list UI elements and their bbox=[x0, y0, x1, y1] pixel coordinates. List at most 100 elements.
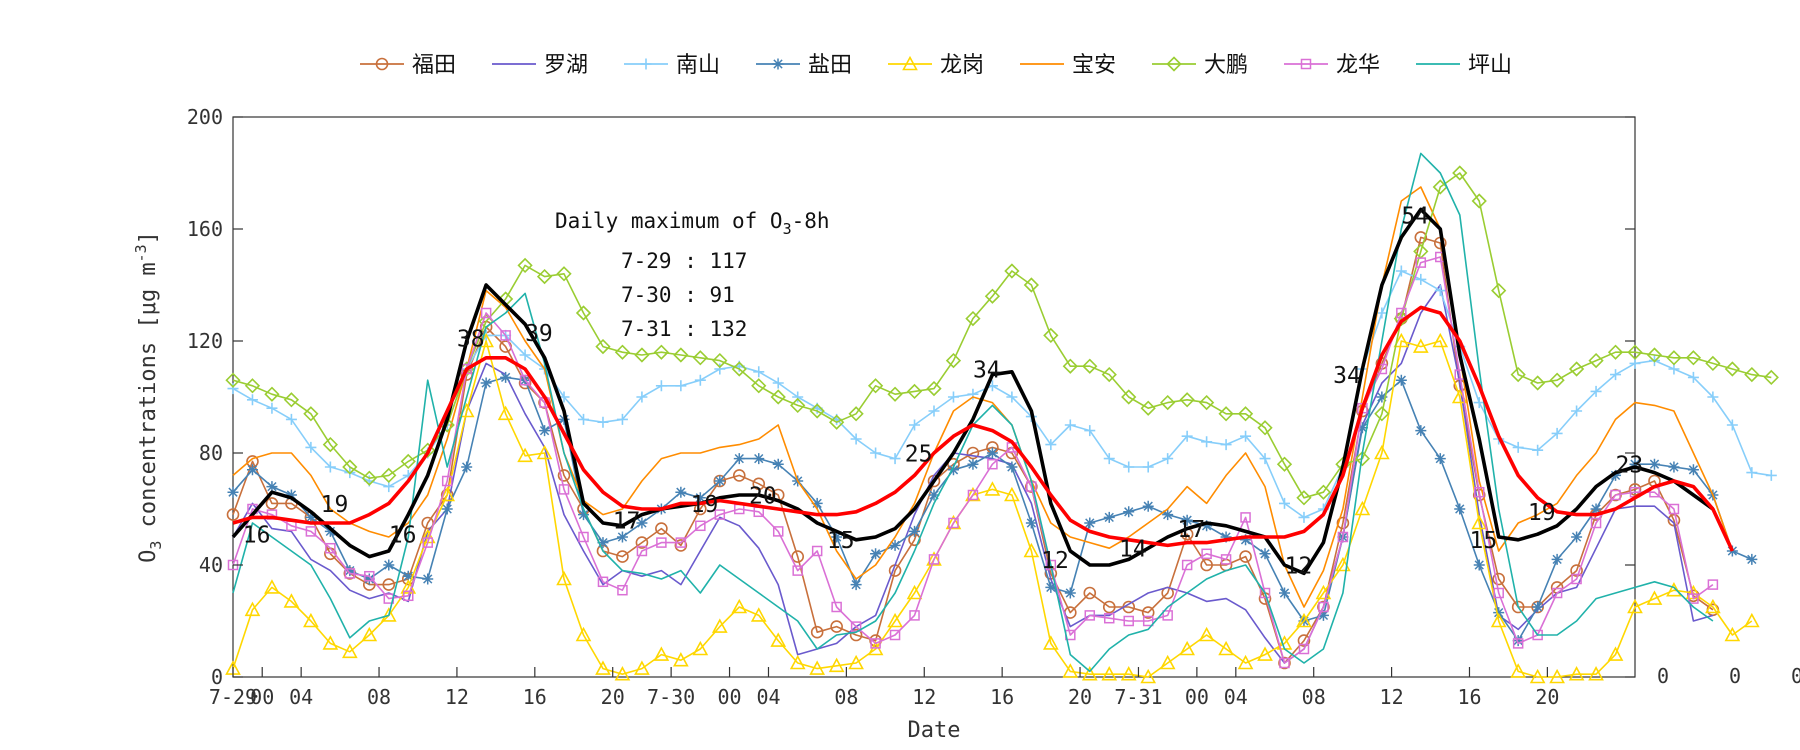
y-tick-label: 40 bbox=[199, 553, 223, 577]
x-tick-label: 7-30 bbox=[647, 685, 695, 709]
data-point bbox=[1588, 666, 1604, 681]
x-tick-label: 16 bbox=[523, 685, 547, 709]
data-point bbox=[1707, 579, 1719, 590]
legend-item: 福田 bbox=[360, 53, 456, 78]
y-tick-label: 120 bbox=[187, 329, 223, 353]
data-point bbox=[695, 520, 706, 532]
data-point bbox=[1473, 397, 1485, 409]
data-point bbox=[575, 626, 592, 642]
data-point bbox=[1257, 420, 1273, 436]
data-point bbox=[1043, 327, 1059, 344]
data-point bbox=[461, 363, 472, 375]
data-point bbox=[731, 361, 747, 377]
data-point bbox=[1529, 668, 1546, 684]
data-point bbox=[1201, 548, 1212, 560]
data-point bbox=[1765, 469, 1777, 481]
data-point bbox=[811, 545, 823, 557]
data-point bbox=[909, 525, 921, 537]
data-point bbox=[1181, 514, 1193, 526]
data-point bbox=[1101, 666, 1118, 681]
data-point bbox=[984, 481, 1001, 496]
data-point bbox=[965, 310, 981, 327]
data-point bbox=[266, 402, 278, 414]
data-point bbox=[305, 526, 317, 537]
peak-label: 25 bbox=[905, 441, 933, 467]
data-point bbox=[1588, 352, 1604, 369]
data-point bbox=[303, 612, 319, 628]
data-point bbox=[1568, 666, 1585, 681]
data-point bbox=[1239, 550, 1252, 563]
data-point bbox=[1336, 516, 1350, 530]
legend-label: 福田 bbox=[412, 53, 456, 78]
data-point bbox=[636, 517, 648, 529]
data-point bbox=[948, 517, 959, 529]
data-point bbox=[1707, 391, 1719, 403]
data-point bbox=[1006, 461, 1018, 473]
data-point bbox=[1549, 372, 1565, 388]
data-point bbox=[1103, 511, 1115, 523]
data-point bbox=[711, 618, 728, 633]
data-point bbox=[558, 484, 570, 495]
legend-marker bbox=[1166, 56, 1182, 72]
data-point bbox=[1298, 511, 1310, 523]
legend-item: 龙华 bbox=[1284, 53, 1380, 78]
data-point bbox=[790, 397, 806, 414]
x-tick-label: 04 bbox=[1224, 685, 1248, 709]
data-point bbox=[1181, 559, 1193, 571]
data-point bbox=[614, 666, 631, 681]
x-tick-label: 00 bbox=[717, 685, 741, 709]
data-point bbox=[519, 349, 531, 361]
data-point bbox=[1590, 517, 1602, 529]
data-point bbox=[1004, 263, 1020, 279]
data-point bbox=[1414, 231, 1428, 244]
data-point bbox=[1473, 559, 1485, 571]
peak-label: 20 bbox=[749, 483, 777, 509]
data-point bbox=[344, 565, 356, 577]
data-point bbox=[809, 403, 825, 419]
data-point bbox=[1646, 590, 1663, 605]
data-point bbox=[1688, 593, 1699, 604]
data-point bbox=[264, 386, 280, 402]
data-point bbox=[1687, 371, 1699, 383]
data-point bbox=[1259, 453, 1271, 465]
data-point bbox=[517, 257, 533, 274]
data-point bbox=[1179, 640, 1195, 656]
data-point bbox=[1610, 369, 1622, 381]
data-point bbox=[244, 601, 261, 617]
data-point bbox=[1179, 392, 1195, 408]
data-point bbox=[887, 386, 903, 402]
data-point bbox=[791, 550, 804, 563]
data-point bbox=[227, 383, 239, 395]
data-point bbox=[1434, 285, 1446, 297]
data-point bbox=[1160, 394, 1176, 411]
data-point bbox=[597, 576, 609, 588]
data-point bbox=[1220, 531, 1232, 543]
data-point bbox=[909, 610, 920, 621]
data-point bbox=[889, 539, 901, 551]
data-point bbox=[850, 579, 862, 591]
peak-label: 34 bbox=[1333, 363, 1361, 389]
data-point bbox=[285, 413, 297, 425]
data-point bbox=[867, 378, 884, 394]
data-point bbox=[1045, 581, 1057, 593]
plot-area: 16 19 16 38 39 17 19 20 15 25 34 12 14 17 12 34 54 15 19 23 bbox=[225, 116, 1779, 684]
data-point bbox=[1218, 640, 1234, 656]
data-point bbox=[750, 607, 767, 622]
data-point bbox=[500, 330, 511, 341]
series-line bbox=[232, 340, 1753, 678]
data-point bbox=[1471, 193, 1487, 209]
data-point bbox=[303, 406, 319, 422]
data-point bbox=[324, 525, 336, 537]
data-point bbox=[497, 405, 514, 421]
data-point bbox=[674, 539, 688, 552]
data-point bbox=[1240, 534, 1252, 546]
data-point bbox=[1510, 366, 1526, 383]
data-point bbox=[848, 406, 864, 422]
data-point bbox=[634, 660, 650, 675]
data-point bbox=[1084, 517, 1096, 529]
x-tick-label: 20 bbox=[601, 685, 625, 709]
data-point bbox=[945, 514, 962, 530]
data-point bbox=[770, 389, 786, 405]
